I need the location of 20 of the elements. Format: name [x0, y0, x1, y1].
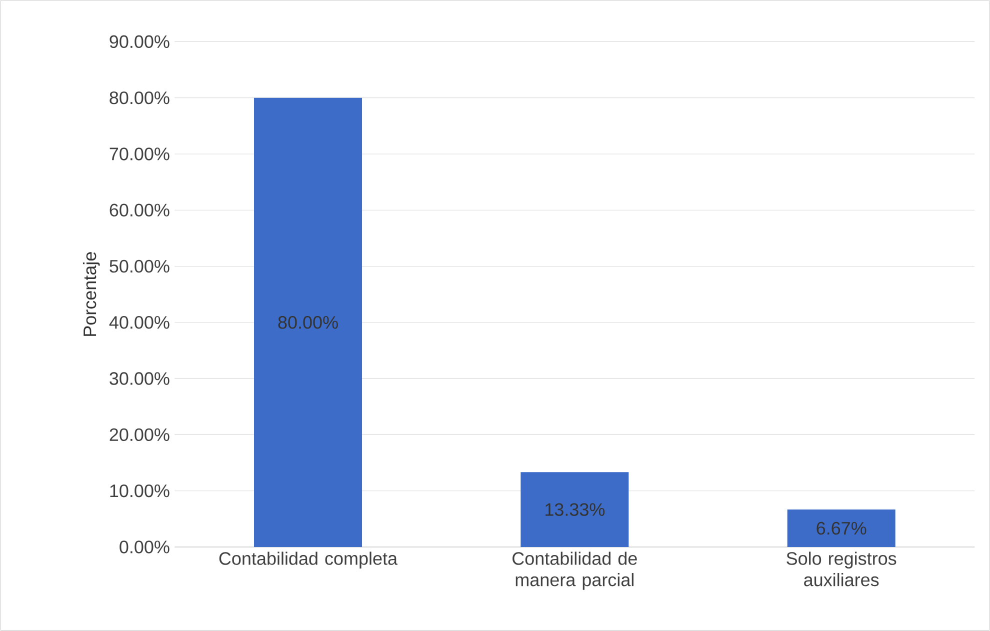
bar: [787, 510, 896, 547]
y-tick-label: 30.00%: [110, 372, 170, 385]
x-tick-label: Contabilidad completa: [219, 552, 398, 568]
y-tick-label: 90.00%: [110, 35, 170, 48]
data-label: 6.67%: [816, 522, 866, 535]
data-label: 80.00%: [278, 316, 338, 329]
y-tick-label: 20.00%: [110, 428, 170, 442]
y-tick-label: 0.00%: [120, 540, 170, 554]
y-tick-label: 40.00%: [109, 316, 170, 329]
bar: [254, 98, 362, 547]
bar: [520, 472, 629, 547]
x-tick-label: Solo registros auxiliares: [786, 552, 896, 586]
y-tick-label: 60.00%: [110, 204, 170, 216]
data-label: 13.33%: [546, 503, 605, 516]
y-tick-label: 10.00%: [110, 484, 170, 498]
y-tick-label: 50.00%: [110, 260, 170, 273]
x-tick-label: Contabilidad de manera parcial: [512, 552, 637, 590]
y-axis-title: Porcentaje: [82, 252, 100, 336]
y-tick-label: 70.00%: [110, 148, 170, 160]
y-tick-label: 80.00%: [110, 91, 170, 104]
